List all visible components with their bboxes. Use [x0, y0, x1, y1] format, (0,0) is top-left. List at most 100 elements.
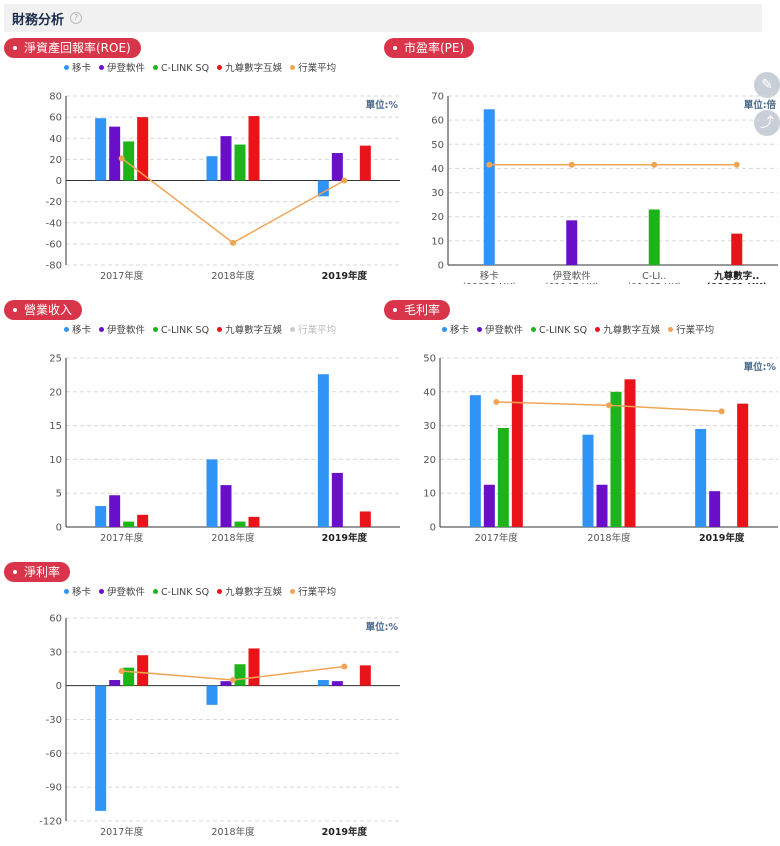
roe-bar: [137, 117, 149, 181]
legend-dot-icon: [217, 327, 223, 332]
pen-icon[interactable]: ✎: [754, 72, 780, 98]
gross-bar: [497, 427, 509, 527]
legend-dot-icon: [99, 65, 105, 70]
revenue-bar: [137, 514, 149, 527]
legend-dot-icon: [290, 327, 296, 332]
revenue-legend-label: C-LINK SQ: [161, 325, 210, 336]
net-y-tick-label: 0: [56, 681, 62, 692]
pe-unit-label: 單位:倍: [744, 99, 777, 111]
gross-bar: [469, 395, 481, 527]
roe-legend-item[interactable]: 行業平均: [290, 60, 336, 74]
legend-dot-icon: [217, 65, 223, 70]
pe-x-tick-label: (01961.HK): [706, 282, 767, 284]
pe-y-tick-label: 40: [431, 164, 444, 175]
gross-y-tick-label: 10: [423, 489, 436, 500]
pe-y-tick-label: 30: [431, 188, 444, 199]
pe-y-tick-label: 0: [438, 261, 444, 272]
pe-avg-point: [486, 161, 493, 168]
roe-legend-item[interactable]: 移卡: [64, 60, 91, 74]
legend-dot-icon: [290, 65, 296, 70]
roe-bar: [206, 156, 218, 181]
net-unit-label: 單位:%: [366, 621, 399, 633]
roe-legend-label: 伊登軟件: [107, 63, 146, 74]
roe-y-tick-label: -80: [46, 261, 62, 272]
revenue-legend-label: 九尊數字互娛: [225, 325, 283, 336]
net-avg-point: [118, 668, 125, 675]
revenue-legend-item[interactable]: C-LINK SQ: [153, 325, 209, 336]
pe-title-pill[interactable]: 市盈率(PE): [384, 38, 475, 58]
net-title-pill[interactable]: 淨利率: [4, 562, 71, 582]
roe-legend-item[interactable]: C-LINK SQ: [153, 63, 209, 74]
revenue-title-pill[interactable]: 營業收入: [4, 300, 83, 320]
pe-x-tick-label: 移卡: [480, 270, 500, 282]
gross-legend-item[interactable]: 伊登軟件: [477, 322, 523, 336]
revenue-legend-item[interactable]: 九尊數字互娛: [217, 322, 282, 336]
revenue-y-tick-label: 5: [56, 489, 62, 500]
pe-panel: 市盈率(PE) 70 60 50 40 30 20 10 0 單位:倍移卡(09923.HK) 伊…: [384, 38, 780, 284]
revenue-bar: [206, 459, 218, 527]
roe-bar: [123, 141, 135, 181]
revenue-legend-label: 移卡: [72, 325, 92, 336]
revenue-legend-item[interactable]: 行業平均: [290, 322, 336, 336]
roe-legend-label: C-LINK SQ: [161, 63, 210, 74]
revenue-panel: 營業收入 移卡 伊登軟件 C-LINK SQ 九尊數字互娛 行業平均 25 20 15 10 5…: [4, 300, 402, 544]
net-bar: [123, 667, 135, 686]
revenue-bar: [123, 521, 135, 527]
gross-avg-point: [493, 398, 500, 405]
gross-chart: 50 40 30 20 10 0 單位:% 2017年度 2018年度 2019年度: [423, 354, 778, 544]
roe-legend-item[interactable]: 九尊數字互娛: [217, 60, 282, 74]
revenue-legend-item[interactable]: 移卡: [64, 322, 91, 336]
roe-y-tick-label: 0: [56, 176, 62, 187]
gross-title-pill[interactable]: 毛利率: [384, 300, 451, 320]
net-bar: [359, 665, 371, 686]
net-legend-item[interactable]: 行業平均: [290, 584, 336, 598]
revenue-y-tick-label: 25: [49, 354, 62, 365]
net-legend-item[interactable]: 九尊數字互娛: [217, 584, 282, 598]
net-y-tick-label: -30: [46, 715, 62, 726]
revenue-legend-label: 伊登軟件: [107, 325, 146, 336]
gross-bar: [709, 491, 721, 527]
question-circle-icon[interactable]: ?: [70, 12, 82, 24]
pe-y-tick-label: 60: [431, 116, 444, 127]
net-legend-item[interactable]: 移卡: [64, 584, 91, 598]
net-bar: [206, 685, 218, 705]
net-x-tick-label: 2018年度: [211, 826, 255, 838]
net-panel: 淨利率 移卡 伊登軟件 C-LINK SQ 九尊數字互娛 行業平均 60 30 0 -30 -6…: [4, 562, 402, 838]
gross-legend-item[interactable]: 移卡: [442, 322, 469, 336]
net-legend-item[interactable]: C-LINK SQ: [153, 587, 209, 598]
gross-legend-label: 伊登軟件: [485, 325, 524, 336]
pe-avg-point: [568, 161, 575, 168]
legend-dot-icon: [64, 65, 69, 70]
gross-legend-item[interactable]: 行業平均: [668, 322, 714, 336]
gross-y-tick-label: 0: [430, 523, 436, 534]
net-legend-item[interactable]: 伊登軟件: [99, 584, 145, 598]
gross-legend-item[interactable]: 九尊數字互娛: [595, 322, 660, 336]
legend-dot-icon: [290, 589, 296, 594]
roe-legend-item[interactable]: 伊登軟件: [99, 60, 145, 74]
roe-y-tick-label: 20: [49, 155, 62, 166]
legend-dot-icon: [668, 327, 674, 332]
pe-bar: [566, 220, 578, 265]
revenue-x-tick-label: 2018年度: [211, 532, 255, 544]
pe-x-tick-label: (01147.HK): [545, 282, 599, 284]
roe-x-tick-label: 2017年度: [100, 270, 144, 282]
legend-dot-icon: [442, 327, 447, 332]
gross-x-tick-label: 2019年度: [699, 532, 745, 544]
roe-bar: [248, 116, 260, 181]
gross-bar: [511, 374, 523, 527]
roe-title-pill[interactable]: 淨資產回報率(ROE): [4, 38, 141, 58]
roe-panel: 淨資產回報率(ROE) 移卡 伊登軟件 C-LINK SQ 九尊數字互娛 行業平均 80…: [4, 38, 402, 282]
revenue-bar: [95, 506, 107, 527]
roe-bar: [331, 153, 343, 181]
gross-legend-item[interactable]: C-LINK SQ: [531, 325, 587, 336]
legend-dot-icon: [153, 327, 159, 332]
roe-legend-label: 行業平均: [298, 63, 337, 74]
net-bar: [331, 681, 343, 686]
revenue-legend-item[interactable]: 伊登軟件: [99, 322, 145, 336]
revenue-legend: 移卡 伊登軟件 C-LINK SQ 九尊數字互娛 行業平均: [64, 322, 344, 336]
gross-legend-label: 行業平均: [676, 325, 715, 336]
share-icon[interactable]: ⤴: [754, 110, 780, 136]
pe-x-tick-label: C-LI..: [642, 271, 666, 282]
roe-x-tick-label: 2019年度: [322, 270, 368, 282]
net-chart: 60 30 0 -30 -60 -90 -120 單位:% 2017年度 2018年度 2019年度: [39, 614, 400, 838]
